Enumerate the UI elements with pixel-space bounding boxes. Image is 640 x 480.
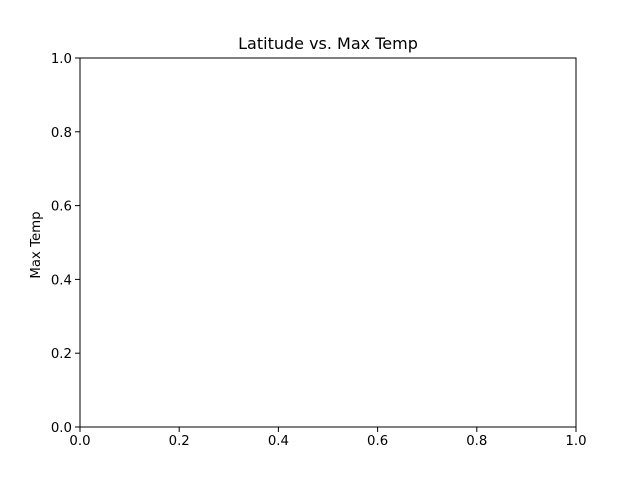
x-tick-label: 0.6	[367, 434, 388, 449]
y-tick-label: 0.2	[51, 347, 72, 362]
y-axis-label: Max Temp	[29, 211, 44, 278]
y-tick-label: 0.8	[51, 126, 72, 141]
x-axis: 0.0 0.2 0.4 0.6 0.8 1.0	[69, 427, 587, 449]
y-tick-label: 0.6	[51, 200, 72, 215]
y-tick-label: 0.4	[51, 273, 72, 288]
y-tick-label: 1.0	[51, 52, 72, 67]
x-tick-label: 0.8	[466, 434, 487, 449]
chart-title: Latitude vs. Max Temp	[238, 34, 418, 53]
y-axis: 0.0 0.2 0.4 0.6 0.8 1.0	[51, 52, 80, 436]
y-tick-label: 0.0	[51, 421, 72, 436]
x-tick-label: 0.4	[268, 434, 289, 449]
axes-frame	[79, 57, 577, 428]
x-tick-label: 0.0	[69, 434, 90, 449]
x-tick-label: 1.0	[565, 434, 586, 449]
x-tick-label: 0.2	[169, 434, 190, 449]
